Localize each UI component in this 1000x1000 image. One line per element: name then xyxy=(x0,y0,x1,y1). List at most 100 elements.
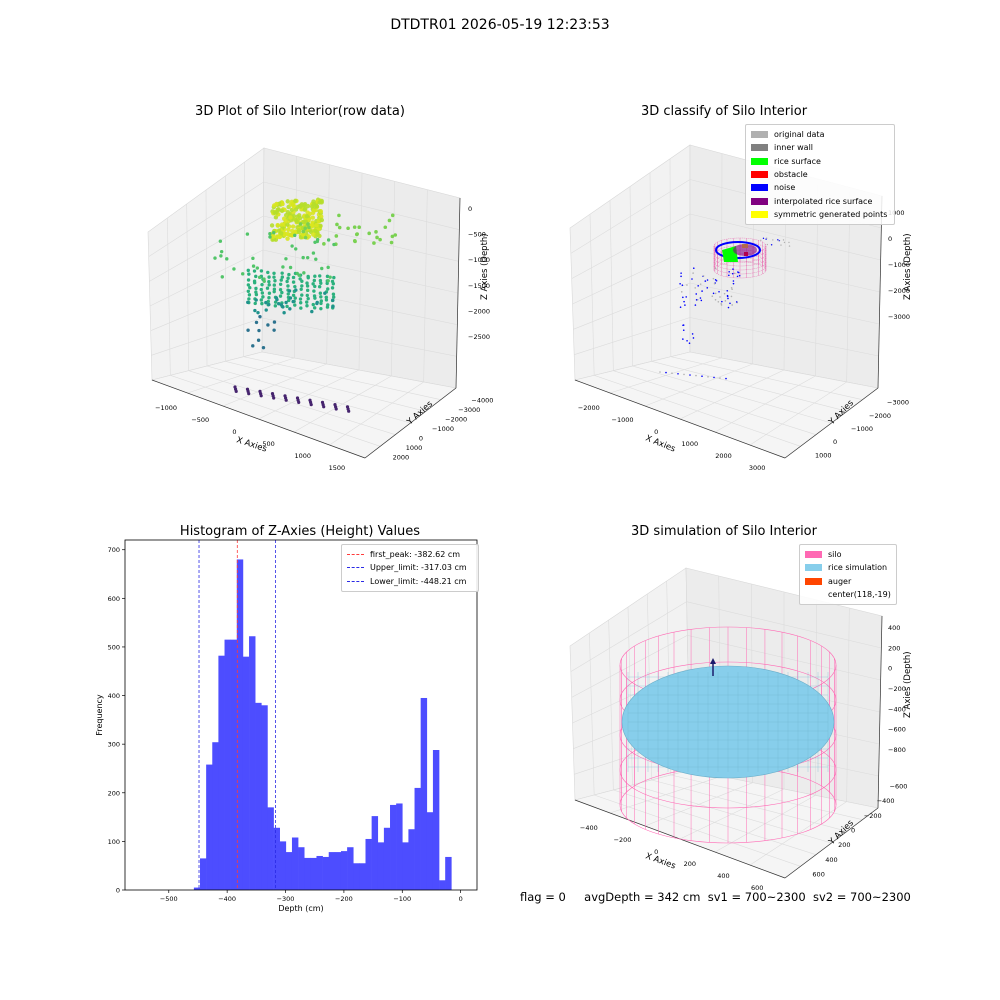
data-point xyxy=(305,300,309,304)
panel2-ticks: −2000−1000010002000300010000−1000−2000−3… xyxy=(578,209,910,472)
histogram-bar xyxy=(212,742,219,890)
data-point xyxy=(337,213,341,218)
data-point xyxy=(300,279,304,283)
noise-point xyxy=(730,295,733,298)
noise-point xyxy=(701,375,703,378)
data-point xyxy=(319,301,323,306)
data-point xyxy=(284,398,288,402)
histogram-bar xyxy=(402,842,409,890)
data-point xyxy=(319,214,324,219)
data-point xyxy=(317,200,322,205)
data-point xyxy=(326,238,331,242)
data-point xyxy=(245,232,250,236)
tick-label: 1000 xyxy=(815,451,832,459)
noise-point xyxy=(717,300,720,303)
data-point xyxy=(313,228,318,233)
legend-swatch xyxy=(805,564,822,572)
noise-point xyxy=(782,239,785,241)
y-axis-line xyxy=(364,387,457,459)
tick-label: 0 xyxy=(232,428,236,436)
data-point xyxy=(241,272,245,276)
data-point xyxy=(305,255,310,260)
data-point xyxy=(318,209,324,214)
legend-swatch xyxy=(751,197,768,205)
data-point xyxy=(287,298,291,303)
data-point xyxy=(289,233,295,238)
panel2-points xyxy=(659,237,791,380)
data-point xyxy=(254,298,258,302)
histogram-bar xyxy=(439,880,446,890)
tick-label: 3000 xyxy=(749,464,766,472)
noise-point xyxy=(692,337,695,339)
data-point xyxy=(311,232,316,237)
noise-point xyxy=(721,300,723,303)
data-point xyxy=(293,303,297,307)
data-point xyxy=(267,291,272,295)
panel4-title: 3D simulation of Silo Interior xyxy=(631,524,817,539)
tick-label: −1000 xyxy=(888,261,910,269)
noise-point xyxy=(788,245,791,247)
data-point xyxy=(305,284,310,288)
data-point xyxy=(324,298,329,302)
tick-label: −1000 xyxy=(155,404,177,412)
data-point xyxy=(287,289,292,293)
noise-point xyxy=(718,290,720,293)
histogram-bar xyxy=(279,841,287,890)
data-point xyxy=(276,302,281,306)
tick-label: −400 xyxy=(877,797,895,805)
tick-label: 0 xyxy=(851,827,855,835)
histogram-bar xyxy=(230,639,238,890)
y-axis-line xyxy=(784,807,879,879)
data-point xyxy=(303,226,308,231)
panel1-z-label: Z Axies (Depth) xyxy=(480,233,490,300)
data-point xyxy=(234,389,238,393)
data-point xyxy=(310,309,314,314)
data-point xyxy=(293,233,297,238)
histogram-bar xyxy=(206,764,213,890)
data-point xyxy=(319,217,324,223)
tick-label: 0 xyxy=(833,438,837,446)
data-point xyxy=(253,301,257,306)
tick-label: −1500 xyxy=(468,282,490,290)
data-point xyxy=(314,223,319,228)
data-point xyxy=(312,289,316,293)
tick-label: 1000 xyxy=(682,440,699,448)
data-point xyxy=(279,231,284,236)
sv2-text: sv2 = 700~2300 xyxy=(812,890,911,904)
noise-point xyxy=(680,275,682,278)
data-point xyxy=(213,256,217,260)
legend-item: center(118,-19) xyxy=(805,588,891,601)
legend-item: original data xyxy=(751,128,889,141)
noise-point xyxy=(726,295,729,298)
grid-line xyxy=(670,774,863,820)
data-point xyxy=(257,275,262,280)
data-point xyxy=(275,207,281,213)
noise-point xyxy=(680,272,682,274)
x-tick-label: −500 xyxy=(160,895,178,903)
tick-label: −1000 xyxy=(432,425,454,433)
data-point xyxy=(293,296,297,300)
data-point xyxy=(297,215,303,221)
data-point xyxy=(352,225,357,229)
noise-point xyxy=(730,287,733,289)
rice-surface xyxy=(621,658,835,779)
data-point xyxy=(256,338,261,342)
tick-label: −3000 xyxy=(458,406,480,414)
noise-point xyxy=(766,243,769,246)
histogram-bar xyxy=(267,807,274,890)
y-tick-label: 0 xyxy=(116,887,120,895)
noise-point xyxy=(702,275,705,277)
tick-label: 1500 xyxy=(329,464,346,472)
data-point xyxy=(317,233,322,239)
noise-point xyxy=(665,371,667,374)
histogram-bar xyxy=(328,852,336,890)
data-point xyxy=(259,298,263,302)
histogram-bar xyxy=(340,851,348,890)
data-point xyxy=(288,296,293,300)
data-point xyxy=(322,405,326,409)
legend-item: auger xyxy=(805,575,891,588)
y-axis-line xyxy=(784,387,879,459)
data-point xyxy=(284,300,288,305)
y-tick-label: 400 xyxy=(108,692,120,700)
data-point xyxy=(299,287,303,292)
